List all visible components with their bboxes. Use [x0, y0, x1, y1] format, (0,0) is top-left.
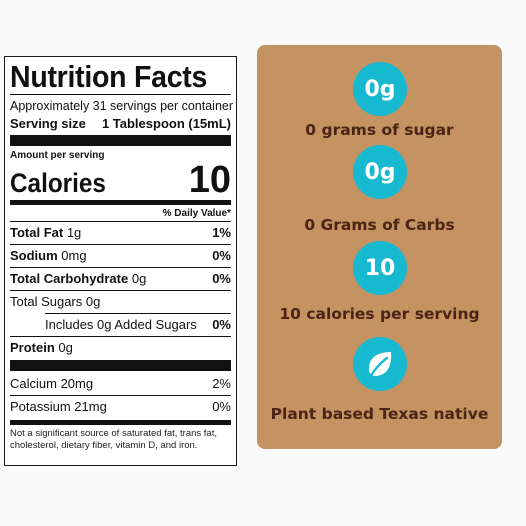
carbs-text: 0 Grams of Carbs	[304, 216, 455, 234]
nutrient-pct: 0%	[212, 399, 231, 414]
nutrition-facts-label: Nutrition Facts Approximately 31 serving…	[4, 56, 237, 466]
divider	[10, 336, 231, 337]
leaf-icon	[353, 337, 407, 391]
serving-size-row: Serving size 1 Tablespoon (15mL)	[10, 115, 231, 133]
nutrient-pct: 1%	[212, 225, 231, 240]
nutrient-row-protein: Protein 0g	[10, 337, 231, 359]
nutrient-row-sodium: Sodium 0mg 0%	[10, 245, 231, 267]
nutrient-pct: 0%	[212, 317, 231, 332]
nutrient-pct: 2%	[212, 376, 231, 391]
nutrient-amount: 0mg	[61, 248, 87, 263]
calories-value: 10	[188, 159, 231, 201]
sugar-badge: 0g	[353, 62, 407, 116]
highlights-panel: 0g 0 grams of sugar 0g 0 Grams of Carbs …	[257, 45, 502, 449]
footnote: Not a significant source of saturated fa…	[10, 428, 217, 451]
nutrient-row-total-fat: Total Fat 1g 1%	[10, 222, 231, 244]
thick-divider	[10, 360, 231, 371]
divider	[10, 244, 231, 245]
nutrient-pct: 0%	[212, 271, 231, 286]
leaf-icon-graphic	[368, 352, 392, 379]
nutrient-row-potassium: Potassium 21mg 0%	[10, 396, 231, 418]
amount-per-serving: Amount per serving	[10, 150, 105, 161]
calories-label: Calories	[10, 168, 106, 198]
nutrient-label: Total Fat	[10, 225, 64, 240]
nutrition-title: Nutrition Facts	[10, 59, 208, 94]
divider	[10, 267, 231, 268]
nutrient-label: Sodium	[10, 248, 58, 263]
calories-row: Calories 10	[10, 159, 231, 201]
nutrient-amount: 0g	[131, 271, 147, 286]
thick-divider	[10, 135, 231, 146]
carbs-badge: 0g	[353, 145, 407, 199]
daily-value-header: % Daily Value*	[162, 208, 231, 219]
nutrient-row-total-carbohydrate: Total Carbohydrate 0g 0%	[10, 268, 231, 290]
divider	[10, 94, 231, 95]
nutrient-row-added-sugars: Includes 0g Added Sugars 0%	[10, 314, 231, 336]
divider	[10, 221, 231, 222]
nutrient-label: Total Sugars 0g	[10, 294, 101, 309]
nutrient-label: Calcium 20mg	[10, 376, 94, 391]
medium-divider	[10, 200, 231, 205]
plant-text: Plant based Texas native	[270, 405, 489, 423]
serving-size-label: Serving size	[10, 116, 86, 131]
nutrient-label: Potassium 21mg	[10, 399, 107, 414]
nutrient-amount: 0g	[58, 340, 73, 355]
sugar-text: 0 grams of sugar	[305, 121, 454, 139]
divider	[10, 395, 231, 396]
nutrient-amount: 1g	[66, 225, 82, 240]
nutrient-row-calcium: Calcium 20mg 2%	[10, 373, 231, 395]
medium-divider	[10, 420, 231, 425]
calories-badge: 10	[353, 241, 407, 295]
nutrient-row-total-sugars: Total Sugars 0g	[10, 291, 231, 313]
nutrient-label: Includes 0g Added Sugars	[45, 317, 197, 332]
servings-per-container: Approximately 31 servings per container	[10, 99, 234, 113]
nutrient-label: Total Carbohydrate	[10, 271, 129, 286]
nutrient-pct: 0%	[212, 248, 231, 263]
divider	[45, 313, 231, 314]
nutrient-label: Protein	[10, 340, 55, 355]
divider	[10, 290, 231, 291]
serving-size-value: 1 Tablespoon (15mL)	[101, 116, 231, 131]
calories-text: 10 calories per serving	[279, 305, 480, 323]
